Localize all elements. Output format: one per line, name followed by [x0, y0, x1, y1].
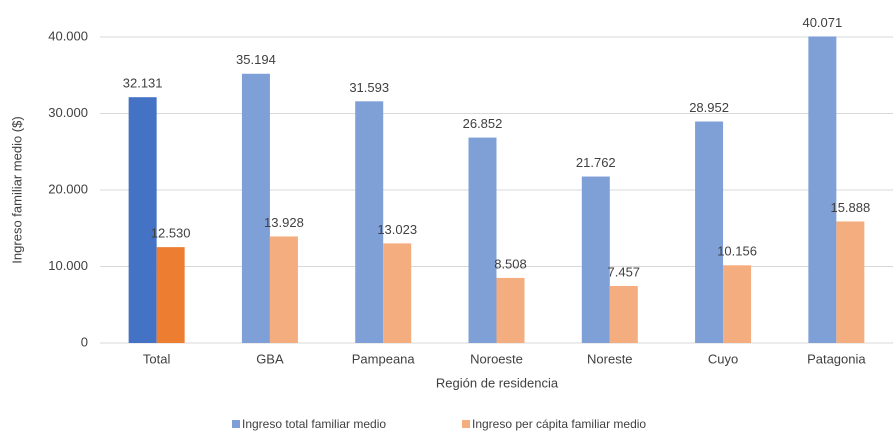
bar — [468, 137, 497, 343]
x-tick-label: Noroeste — [470, 351, 523, 366]
bar — [156, 247, 185, 343]
value-label: 12.530 — [151, 226, 191, 241]
x-tick-label: Patagonia — [807, 351, 866, 366]
x-tick-label: Total — [143, 351, 171, 366]
value-label: 28.952 — [689, 100, 729, 115]
value-label: 26.852 — [463, 116, 503, 131]
bar — [609, 285, 638, 343]
value-label: 13.023 — [377, 222, 417, 237]
legend-swatch — [232, 420, 240, 428]
value-label: 31.593 — [349, 80, 389, 95]
legend-label: Ingreso total familiar medio — [242, 417, 386, 431]
value-label: 32.131 — [123, 76, 163, 91]
legend-swatch — [462, 420, 470, 428]
value-label: 7.457 — [608, 264, 641, 279]
bar — [836, 221, 865, 343]
x-tick-label: Pampeana — [352, 351, 416, 366]
value-label: 40.071 — [802, 15, 842, 30]
y-tick-label: 30.000 — [48, 105, 88, 120]
bar — [383, 243, 412, 343]
bar — [355, 101, 384, 343]
x-axis-title: Región de residencia — [436, 375, 559, 390]
value-label: 10.156 — [717, 244, 757, 259]
value-label: 8.508 — [494, 256, 527, 271]
bar — [496, 277, 525, 343]
bar — [695, 121, 724, 343]
y-tick-label: 20.000 — [48, 181, 88, 196]
y-tick-label: 0 — [81, 334, 88, 349]
bar — [581, 176, 610, 343]
value-label: 21.762 — [576, 155, 616, 170]
x-tick-label: GBA — [256, 351, 284, 366]
bar — [269, 236, 298, 343]
x-tick-label: Cuyo — [708, 351, 738, 366]
bar — [808, 36, 837, 343]
value-label: 13.928 — [264, 215, 304, 230]
value-label: 15.888 — [830, 200, 870, 215]
y-axis-title: Ingreso familiar medio ($) — [9, 116, 24, 263]
bar — [128, 97, 157, 344]
legend-label: Ingreso per cápita familiar medio — [472, 417, 646, 431]
value-label: 35.194 — [236, 52, 276, 67]
y-tick-label: 40.000 — [48, 28, 88, 43]
bar — [723, 265, 752, 343]
y-tick-label: 10.000 — [48, 258, 88, 273]
bar — [241, 73, 270, 343]
x-tick-label: Noreste — [587, 351, 633, 366]
